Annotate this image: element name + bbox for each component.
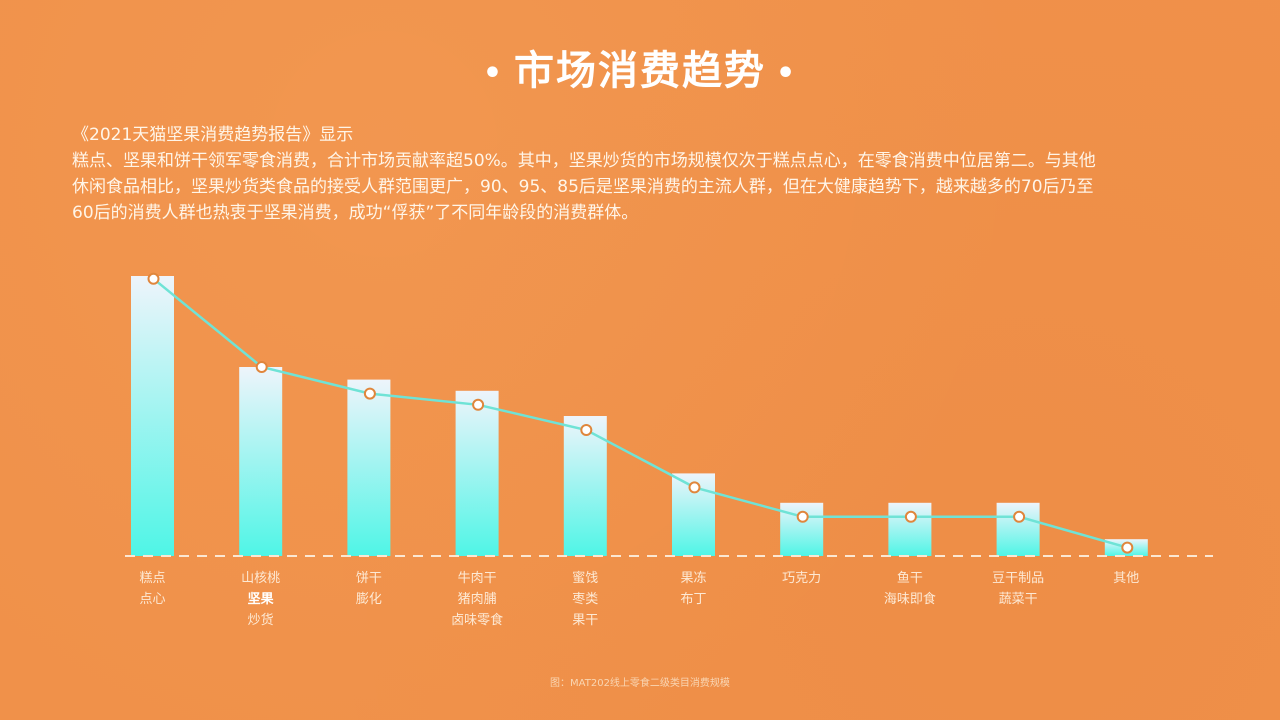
page-title-text: 市场消费趋势: [514, 48, 766, 94]
chart-caption: 图：MAT202线上零食二级类目消费规模: [550, 678, 730, 689]
trend-marker-9: [1121, 541, 1134, 554]
x-label-0: 糕点 点心: [93, 568, 213, 610]
x-label-5: 果冻 布丁: [634, 568, 754, 610]
x-label-line: 果干: [572, 613, 599, 628]
x-label-line: 果冻: [680, 571, 707, 586]
title-dot-right-icon: •: [776, 55, 798, 91]
x-label-line: 蜜饯: [572, 571, 599, 586]
bar-6: [780, 502, 824, 556]
trend-marker-3: [472, 398, 485, 411]
bar-2: [347, 379, 391, 556]
intro-line-1: 糕点、坚果和饼干领军零食消费，合计市场贡献率超50%。其中，坚果炒货的市场规模仅…: [72, 151, 1096, 171]
trend-marker-2: [363, 387, 376, 400]
trend-marker-6: [796, 510, 809, 523]
bar-7: [888, 502, 932, 556]
bar-8: [996, 502, 1040, 556]
title-dot-left-icon: •: [482, 55, 504, 91]
x-label-9: 其他: [1066, 568, 1186, 589]
x-label-line: 蔬菜干: [998, 592, 1038, 607]
x-label-line: 坚果: [247, 592, 274, 607]
bar-3: [455, 390, 499, 556]
x-label-7: 鱼干 海味即食: [850, 568, 970, 610]
trend-markers: [147, 272, 1134, 554]
x-label-line: 山核桃: [241, 571, 281, 586]
x-label-line: 其他: [1113, 571, 1140, 586]
x-label-line: 卤味零食: [451, 613, 504, 628]
x-label-4: 蜜饯 枣类 果干: [525, 568, 645, 631]
trend-marker-4: [580, 424, 593, 436]
trend-marker-5: [688, 481, 701, 494]
x-label-line: 膨化: [355, 592, 382, 607]
x-label-line: 饼干: [355, 571, 382, 586]
trend-line: [152, 277, 1128, 549]
x-label-line: 点心: [139, 592, 166, 607]
trend-marker-8: [1013, 510, 1026, 523]
trend-marker-1: [255, 361, 268, 373]
x-label-8: 豆干制品 蔬菜干: [958, 568, 1078, 610]
x-label-2: 饼干 膨化: [309, 568, 429, 610]
intro-paragraph: 《2021天猫坚果消费趋势报告》显示 糕点、坚果和饼干领军零食消费，合计市场贡献…: [72, 122, 1222, 226]
x-label-line: 猪肉脯: [457, 592, 497, 607]
bars-group: [131, 276, 1148, 556]
x-label-line: 鱼干: [896, 571, 923, 586]
bar-1: [239, 367, 283, 556]
x-label-line: 巧克力: [782, 571, 822, 586]
x-label-line: 海味即食: [883, 592, 936, 607]
intro-source-line: 《2021天猫坚果消费趋势报告》显示: [72, 125, 354, 145]
x-label-6: 巧克力: [742, 568, 862, 589]
x-label-line: 布丁: [680, 592, 707, 607]
x-label-line: 牛肉干: [457, 571, 497, 586]
page-title: • 市场消费趋势 •: [0, 38, 1280, 96]
x-label-line: 糕点: [139, 571, 166, 586]
intro-line-3: 60后的消费人群也热衷于坚果消费，成功“俘获”了不同年龄段的消费群体。: [72, 203, 639, 223]
bar-4: [563, 416, 607, 556]
bar-0: [131, 276, 174, 556]
intro-line-2: 休闲食品相比，坚果炒货类食品的接受人群范围更广，90、95、85后是坚果消费的主…: [72, 177, 1094, 197]
x-label-3: 牛肉干猪肉脯卤味零食: [417, 568, 537, 631]
x-label-line: 枣类: [572, 592, 599, 607]
x-label-line: 炒货: [247, 613, 274, 628]
x-label-line: 豆干制品: [992, 571, 1045, 586]
x-label-1: 山核桃 坚果 炒货: [201, 568, 321, 631]
trend-marker-0: [147, 272, 160, 285]
trend-marker-7: [904, 510, 917, 523]
